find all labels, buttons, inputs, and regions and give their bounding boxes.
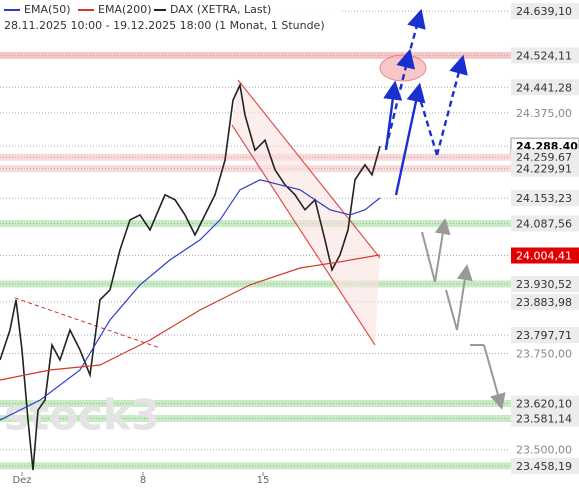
level-label: 23.797,71 [516,329,572,342]
series-line [0,179,381,421]
level-label-bg [511,293,579,310]
level-label: 24.524,11 [516,49,572,62]
series-line [0,82,381,471]
x-tick-label: Dez [12,475,31,486]
channel-line [231,124,376,346]
subtitle: 28.11.2025 10:00 - 19.12.2025 18:00 (1 M… [4,19,325,32]
legend-entry: EMA(200) [98,3,152,16]
x-tick-label: 15 [257,475,270,486]
zone [0,219,579,227]
legend-entry: DAX (XETRA, Last) [170,3,271,16]
level-label: 23.750,00 [516,347,572,360]
level-label: 23.883,98 [516,296,572,309]
level-label: 23.581,14 [516,412,572,425]
level-label-bg [511,215,579,232]
level-label-bg [511,79,579,96]
level-label: 24.639,10 [516,5,572,18]
level-label-bg [511,410,579,427]
level-label-bg [511,327,579,344]
level-label: 24.229,91 [516,163,572,176]
level-label: 23.930,52 [516,278,572,291]
level-label: 24.087,56 [516,217,572,230]
level-label-bg [511,395,579,412]
zone [0,414,579,422]
series-line [0,254,381,381]
level-label-bg [511,160,579,177]
trend-line [14,297,161,349]
zone [0,51,579,59]
zone [0,280,579,288]
header-bg [0,0,340,36]
level-label-bg [511,275,579,292]
x-tick-label: 8 [140,475,146,486]
level-label: 24.375,00 [516,107,572,120]
channel-line [237,79,381,259]
zone [0,399,579,407]
level-label: 23.500,00 [516,444,572,457]
watermark: stock3 [4,391,160,440]
level-label-bg [511,47,579,64]
scenario-arrows [383,8,506,410]
level-label-bg [511,190,579,207]
level-label: 24.441,28 [516,81,572,94]
zone [0,462,579,470]
level-label: 23.620,10 [516,397,572,410]
level-label-bg [511,457,579,474]
level-label: 24.004,41 [516,250,572,263]
legend-entry: EMA(50) [24,3,71,16]
level-label-bg [511,247,579,264]
level-label-bg [511,3,579,20]
level-label: 24.153,23 [516,192,572,205]
trend-channel [232,80,380,345]
level-label: 23.458,19 [516,460,572,473]
